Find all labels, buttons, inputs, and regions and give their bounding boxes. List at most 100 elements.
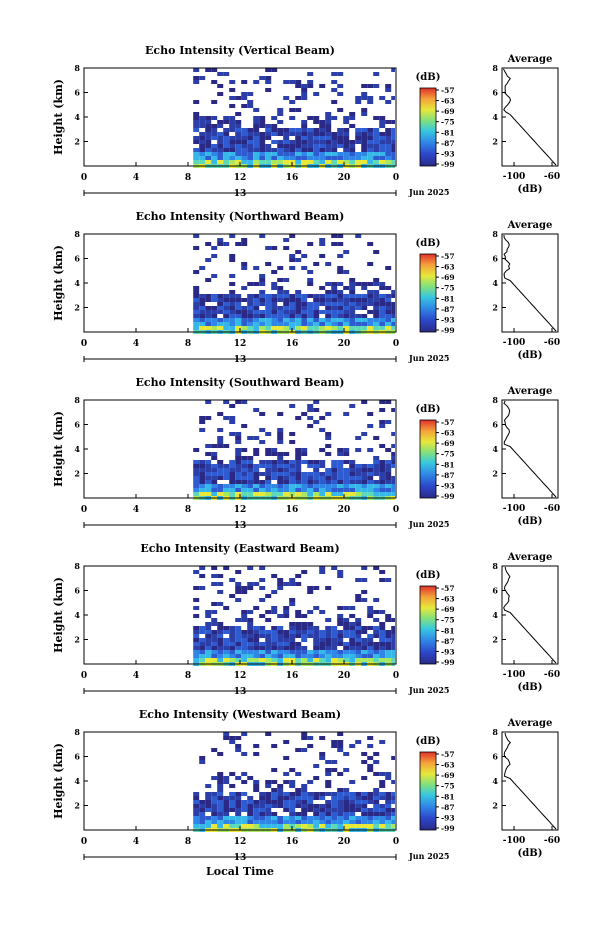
profile-x-tick-label: -60 (544, 338, 560, 348)
y-tick-label: 6 (74, 586, 80, 596)
x-tick-label: 0 (81, 671, 87, 681)
profile-y-tick-label: 6 (492, 254, 498, 264)
profile-title: Average (507, 718, 553, 729)
colorbar-tick-label: -87 (441, 803, 455, 812)
y-tick-label: 2 (74, 801, 80, 811)
x-tick-label: 4 (133, 837, 139, 847)
x-tick-label: 8 (185, 671, 191, 681)
profile-x-tick-label: -60 (544, 504, 560, 514)
profile-xlabel: (dB) (518, 848, 543, 859)
date-label: 13 (234, 853, 247, 863)
profile-y-tick-label: 8 (492, 395, 498, 405)
colorbar-tick-label: -81 (441, 460, 455, 469)
date-suffix: Jun 2025 (408, 353, 449, 363)
profile-y-tick-label: 8 (492, 229, 498, 239)
colorbar-unit: (dB) (416, 404, 441, 415)
y-tick-label: 8 (74, 395, 80, 405)
panel-0: Echo Intensity (Vertical Beam) Height (km… (52, 44, 560, 199)
x-tick-label: 4 (133, 173, 139, 183)
profile-frame (501, 565, 559, 665)
average-profile-line (503, 68, 557, 166)
profile-y-tick-label: 8 (492, 561, 498, 571)
y-tick-label: 8 (74, 63, 80, 73)
x-tick-label: 12 (234, 339, 247, 349)
average-profile-line (503, 732, 557, 830)
profile-x-tick-label: -100 (503, 504, 526, 514)
y-tick-label: 4 (74, 278, 80, 288)
panel-3: Echo Intensity (Eastward Beam) Height (km… (52, 542, 560, 697)
colorbar (419, 253, 437, 333)
colorbar-tick-label: -57 (441, 86, 455, 95)
x-tick-label: 12 (234, 173, 247, 183)
profile-y-tick-label: 6 (492, 88, 498, 98)
x-tick-label: 20 (338, 505, 351, 515)
profile-x-tick-label: -100 (503, 670, 526, 680)
colorbar-tick-label: -57 (441, 584, 455, 593)
profile-title: Average (507, 220, 553, 231)
local-time-xlabel: Local Time (206, 865, 274, 878)
colorbar-tick-label: -81 (441, 626, 455, 635)
x-tick-label: 20 (338, 837, 351, 847)
profile-xlabel: (dB) (518, 682, 543, 693)
x-tick-label: 16 (286, 837, 299, 847)
x-tick-label: 12 (234, 671, 247, 681)
colorbar-tick-label: -63 (441, 97, 455, 106)
panel-title: Echo Intensity (Southward Beam) (136, 376, 345, 389)
colorbar-tick-label: -63 (441, 595, 455, 604)
colorbar-tick-label: -99 (441, 326, 455, 335)
profile-y-tick-label: 2 (492, 469, 498, 479)
profile-frame (501, 233, 559, 333)
colorbar-tick-label: -75 (441, 284, 455, 293)
x-tick-label: 8 (185, 173, 191, 183)
profile-x-tick-label: -60 (544, 670, 560, 680)
y-tick-label: 8 (74, 561, 80, 571)
colorbar-tick-label: -93 (441, 481, 455, 490)
x-tick-label: 0 (81, 837, 87, 847)
profile-y-tick-label: 2 (492, 137, 498, 147)
date-label: 13 (234, 521, 247, 531)
height-axis-label: Height (km) (52, 245, 65, 321)
colorbar-tick-label: -81 (441, 294, 455, 303)
echo-heatmap (193, 400, 395, 500)
profile-xlabel: (dB) (518, 350, 543, 361)
profile-y-tick-label: 4 (492, 610, 498, 620)
x-tick-label: 8 (185, 505, 191, 515)
profile-title: Average (507, 552, 553, 563)
profile-frame (501, 399, 559, 499)
x-tick-label: 20 (338, 339, 351, 349)
panel-title: Echo Intensity (Northward Beam) (136, 210, 345, 223)
average-profile-line (503, 566, 557, 664)
colorbar-tick-label: -57 (441, 418, 455, 427)
profile-x-tick-label: -60 (544, 172, 560, 182)
colorbar-unit: (dB) (416, 570, 441, 581)
profile-y-tick-label: 4 (492, 776, 498, 786)
colorbar-tick-label: -93 (441, 813, 455, 822)
colorbar-tick-label: -63 (441, 761, 455, 770)
colorbar-tick-label: -93 (441, 647, 455, 656)
colorbar-tick-label: -69 (441, 439, 455, 448)
colorbar-tick-label: -81 (441, 792, 455, 801)
y-tick-label: 8 (74, 229, 80, 239)
average-profile-line (503, 400, 557, 498)
profile-y-tick-label: 4 (492, 278, 498, 288)
height-axis-label: Height (km) (52, 411, 65, 487)
x-tick-label: 0 (393, 671, 399, 681)
colorbar-tick-label: -63 (441, 429, 455, 438)
profile-y-tick-label: 8 (492, 727, 498, 737)
echo-heatmap (193, 68, 395, 168)
profile-y-tick-label: 2 (492, 635, 498, 645)
y-tick-label: 6 (74, 254, 80, 264)
colorbar (419, 87, 437, 167)
profile-y-tick-label: 2 (492, 801, 498, 811)
x-tick-label: 20 (338, 671, 351, 681)
profile-frame (501, 731, 559, 831)
colorbar-tick-label: -69 (441, 107, 455, 116)
x-tick-label: 12 (234, 837, 247, 847)
colorbar-tick-label: -75 (441, 782, 455, 791)
colorbar-tick-label: -99 (441, 658, 455, 667)
profile-frame (501, 67, 559, 167)
colorbar (419, 585, 437, 665)
colorbar-tick-label: -57 (441, 750, 455, 759)
y-tick-label: 6 (74, 420, 80, 430)
